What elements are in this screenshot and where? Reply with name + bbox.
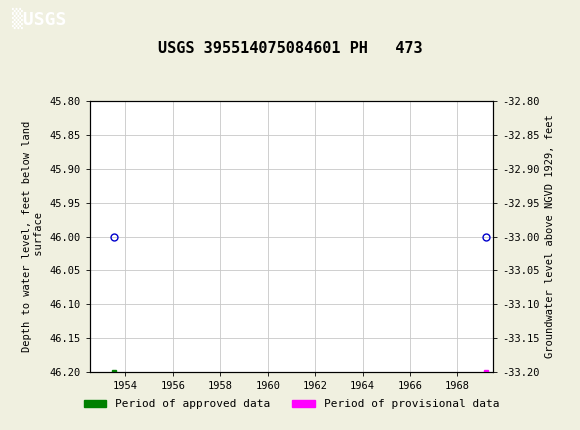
Legend: Period of approved data, Period of provisional data: Period of approved data, Period of provi… (79, 395, 503, 414)
Text: USGS 395514075084601 PH   473: USGS 395514075084601 PH 473 (158, 41, 422, 56)
Y-axis label: Groundwater level above NGVD 1929, feet: Groundwater level above NGVD 1929, feet (545, 115, 555, 358)
Text: ▒USGS: ▒USGS (12, 8, 66, 29)
Y-axis label: Depth to water level, feet below land
 surface: Depth to water level, feet below land su… (23, 121, 44, 352)
